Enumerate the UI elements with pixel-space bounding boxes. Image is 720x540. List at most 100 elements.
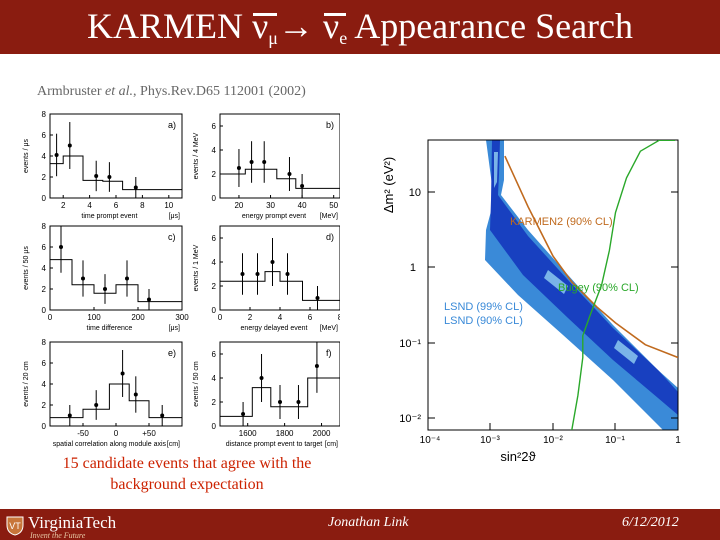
panel-a: 8 6 4 2 0 2 4 6 8 10 a) events / μs time prompt even… [23,110,183,220]
data-point [285,272,290,276]
data-point [147,297,151,302]
y-tick-label: 6 [42,131,47,140]
data-point [259,376,264,380]
lsnd-90-region [490,140,678,415]
data-point [67,143,72,148]
panel-x-label: distance prompt event to target [226,441,323,448]
panel-x-unit: [μs] [169,213,180,220]
nu-e-bar: νe [322,6,348,48]
y-tick-label: 0 [212,422,217,431]
panel-x-label: spatial correlation along module axis [53,441,167,448]
panel-f: 6 4 2 0 1600 1800 2000 f) events / 50 cm distance… [193,341,340,448]
x-tick-label: -50 [77,429,89,438]
panel-y-label: events / μs [23,139,30,173]
x-tick-label: 0 [48,313,53,322]
x-tick-label: 6 [308,313,313,322]
y-tick-label: 6 [212,234,217,243]
virginia-tech-logo: VT VirginiaTech Invent the Future [6,513,166,540]
data-point [287,172,292,176]
panel-x-label: time prompt event [81,213,137,220]
y-tick-label: 2 [212,282,217,291]
svg-text:10⁻²: 10⁻² [399,413,421,425]
x-tick-label: 100 [87,313,101,322]
background-histogram [50,383,182,419]
panel-y-label: events / 4 MeV [193,132,200,179]
data-point [54,152,59,157]
y-tick-label: 4 [42,380,47,389]
y-tick-label: 4 [42,152,47,161]
x-tick-label: 4 [278,313,283,322]
data-point [240,272,245,276]
svg-text:1: 1 [410,262,416,274]
y-tick-label: 6 [212,122,217,131]
data-point [315,296,320,300]
panel-y-label: events / 20 cm [23,361,30,407]
x-tick-label: 2 [61,201,66,210]
nu-mu-bar: νμ [251,6,278,48]
data-point [270,260,275,264]
data-point [300,184,305,188]
panel-letter: f) [326,348,332,358]
footer-bar: VT VirginiaTech Invent the Future [0,509,720,540]
y-tick-label: 2 [42,401,47,410]
title-prefix: KARMEN [86,6,252,46]
svg-text:10⁻³: 10⁻³ [480,435,500,446]
panel-letter: a) [168,120,176,130]
y-tick-label: 4 [212,146,217,155]
svg-text:10: 10 [409,187,421,199]
x-tick-label: 2000 [313,429,331,438]
x-tick-label: 200 [131,313,145,322]
data-point [255,272,260,276]
panel-y-label: events / 1 MeV [193,244,200,291]
svg-text:10⁻²: 10⁻² [543,435,563,446]
x-tick-label: 20 [234,201,243,210]
footer-date: 6/12/2012 [622,515,679,530]
data-point [125,276,129,281]
background-histogram [50,155,182,191]
y-tick-label: 0 [42,194,47,203]
data-point [94,403,99,407]
x-tick-label: 0 [218,313,223,322]
panel-x-label: energy delayed event [241,325,308,332]
y-tick-label: 0 [42,422,47,431]
data-point [107,175,112,179]
svg-text:10⁻⁴: 10⁻⁴ [420,435,441,446]
data-point [160,413,165,418]
y-tick-label: 0 [212,306,217,315]
panel-letter: c) [168,232,176,242]
citation: Armbruster et al., Phys.Rev.D65 112001 (… [37,84,306,99]
label-lsnd-99: LSND (99% CL) [444,301,523,313]
panel-letter: d) [326,232,334,242]
title-bar [0,0,720,54]
background-histogram [220,271,340,301]
exclusion-plot: 10 1 10⁻¹ 10⁻² 10⁻⁴ 10⁻³ 10⁻² 10⁻¹ 1 Δm²… [381,139,681,464]
data-point [67,413,72,418]
y-tick-label: 6 [212,350,217,359]
y-tick-label: 2 [42,285,47,294]
data-point [103,287,107,291]
background-histogram [220,377,340,417]
vt-crest-icon: VT [6,516,24,536]
y-tick-label: 6 [42,359,47,368]
y-tick-label: 4 [212,258,217,267]
y-tick-label: 8 [42,110,47,119]
x-tick-label: 10 [164,201,173,210]
x-tick-label: 1800 [276,429,294,438]
title-suffix: Appearance Search [347,6,634,46]
y-axis-title: Δm² (eV²) [381,157,396,213]
bugey-contour [571,140,676,430]
y-tick-label: 4 [42,264,47,273]
y-tick-label: 4 [212,374,217,383]
data-point [314,364,319,368]
data-point [278,400,282,404]
footer-author: Jonathan Link [328,515,409,530]
panel-frame [219,113,340,199]
svg-text:10⁻¹: 10⁻¹ [399,338,421,350]
svg-text:1: 1 [675,435,681,446]
data-point [262,160,267,164]
data-point [94,173,99,178]
panel-x-label: energy prompt event [242,213,306,220]
x-tick-label: 300 [175,313,189,322]
y-tick-label: 2 [42,173,47,182]
